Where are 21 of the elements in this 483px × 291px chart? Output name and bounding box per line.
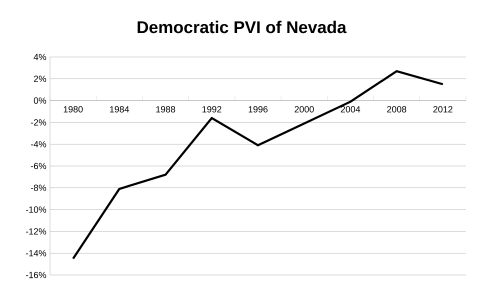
x-tick-label: 2008 xyxy=(387,106,406,112)
x-tick-label: 1988 xyxy=(156,106,176,112)
y-tick-label: -4% xyxy=(30,141,46,148)
x-tick-label: 2000 xyxy=(294,106,314,112)
y-tick-label: 0% xyxy=(34,97,46,104)
y-tick-label: -2% xyxy=(30,119,46,126)
x-tick-label: 1996 xyxy=(248,106,268,112)
y-tick-label: -10% xyxy=(26,206,46,213)
x-tick-label: 1980 xyxy=(64,106,83,112)
x-tick-label: 2012 xyxy=(433,106,452,112)
y-tick-label: -16% xyxy=(26,272,46,278)
x-tick-label: 2004 xyxy=(340,106,360,112)
x-tick-label: 1992 xyxy=(202,106,222,112)
y-tick-label: -6% xyxy=(30,162,46,170)
y-tick-label: 4% xyxy=(34,54,46,60)
y-tick-label: 2% xyxy=(34,76,46,82)
y-tick-label: -12% xyxy=(26,228,46,235)
chart-title: Democratic PVI of Nevada xyxy=(138,20,347,34)
x-tick-label: 1984 xyxy=(110,106,130,112)
y-tick-label: -14% xyxy=(26,250,46,256)
y-tick-label: -8% xyxy=(30,184,46,191)
